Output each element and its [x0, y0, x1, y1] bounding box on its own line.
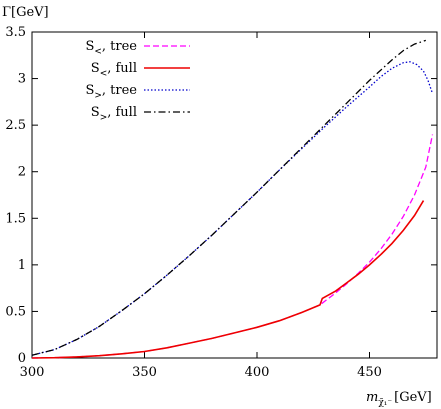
x-tick-label: 400: [245, 365, 270, 380]
x-axis-label-unit: [GeV]: [394, 390, 432, 405]
x-tick-label: 350: [132, 365, 157, 380]
legend-label-main: S: [91, 105, 100, 120]
legend-label-rest: , full: [107, 61, 137, 76]
legend-label-sub: >: [94, 91, 102, 101]
plot-border: [31, 31, 438, 359]
y-tick-label: 0: [18, 351, 26, 366]
series-line-1: [31, 200, 425, 359]
y-tick-label: 2.5: [5, 118, 26, 133]
legend-label-rest: , tree: [102, 83, 137, 98]
y-tick-label: 2: [18, 165, 26, 180]
legend-label-sub: >: [100, 113, 108, 123]
y-tick-label: 0.5: [5, 304, 26, 319]
y-tick-label: 3.5: [5, 25, 26, 40]
x-axis-label-main: m: [366, 390, 378, 405]
y-tick-label: 1: [18, 258, 26, 273]
legend-label-3: S>, full: [91, 105, 137, 123]
x-tick-label: 450: [357, 365, 382, 380]
legend-label-rest: , full: [107, 105, 137, 120]
y-tick-label: 1.5: [5, 211, 26, 226]
x-axis-label: mχ̃₁⁻ [GeV]: [366, 390, 432, 408]
series-lines: [31, 39, 434, 359]
series-line-3: [31, 39, 427, 356]
legend-label-sub: <: [100, 69, 108, 79]
axis-ticks: 0 0.5 1 1.5 2 2.5 3 3.5 300 350 400 450: [5, 25, 437, 380]
series-line-0: [31, 134, 434, 359]
y-axis-label: Γ[GeV]: [2, 5, 49, 20]
legend-label-main: S: [85, 83, 94, 98]
x-axis-label-subscript: χ̃₁⁻: [378, 397, 392, 408]
plot-frame: [31, 31, 438, 359]
legend-label-2: S>, tree: [85, 83, 137, 101]
legend-label-0: S<, tree: [85, 39, 137, 57]
legend-label-main: S: [91, 61, 100, 76]
legend-label-rest: , tree: [102, 39, 137, 54]
legend-label-main: S: [85, 39, 94, 54]
legend-label-sub: <: [94, 47, 102, 57]
x-tick-label: 300: [20, 365, 45, 380]
legend-label-1: S<, full: [91, 61, 137, 79]
y-tick-label: 3: [18, 72, 26, 87]
